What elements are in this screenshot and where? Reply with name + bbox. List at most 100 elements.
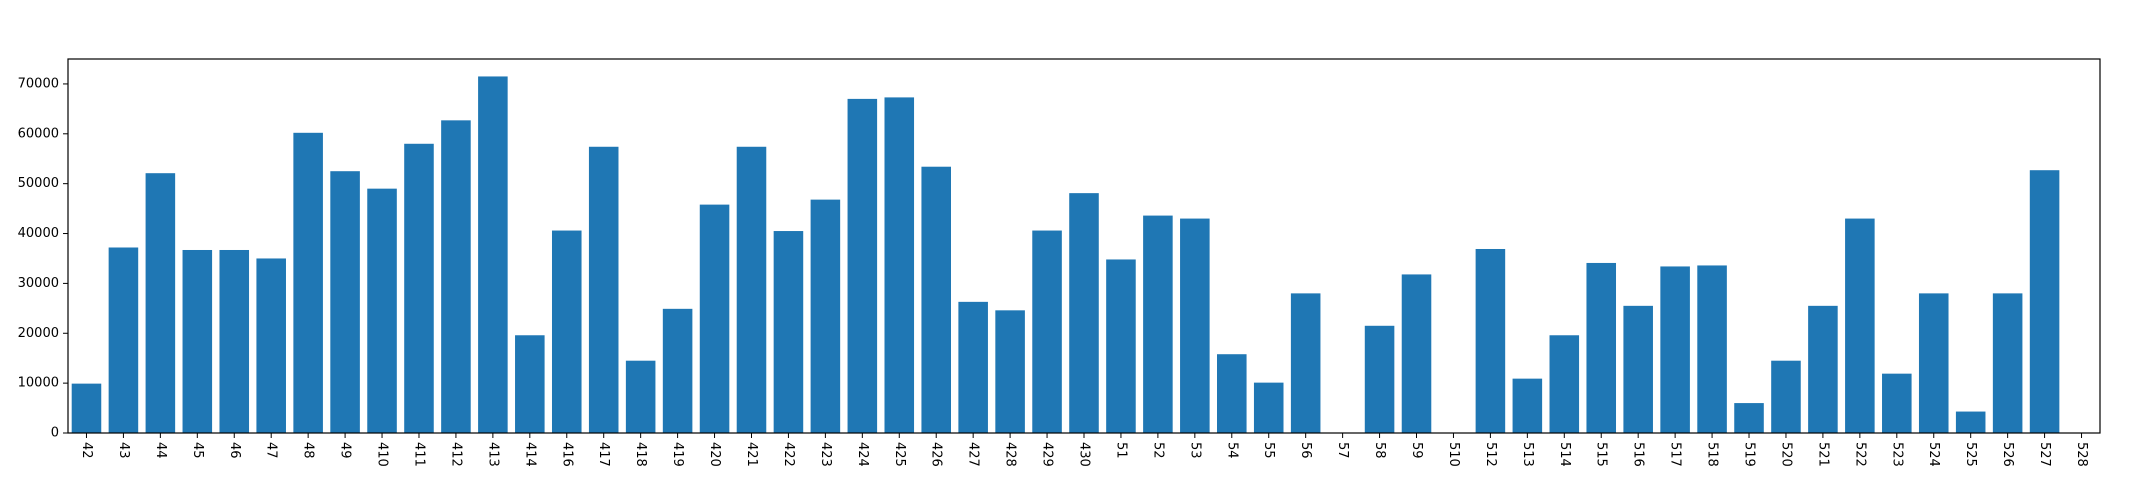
- x-tick-label: 48: [301, 442, 316, 459]
- x-tick-label: 412: [448, 442, 463, 467]
- bar-519: [1734, 403, 1764, 433]
- bar-59: [1401, 274, 1432, 433]
- bar-422: [773, 231, 804, 433]
- bar-58: [1364, 325, 1395, 433]
- bar-526: [1992, 293, 2023, 433]
- bar-429: [1032, 230, 1062, 433]
- y-tick-label: 50000: [18, 176, 59, 191]
- x-tick-label: 517: [1668, 442, 1683, 467]
- y-tick-label: 20000: [18, 326, 59, 341]
- x-tick-label: 428: [1003, 442, 1018, 467]
- x-tick-label: 425: [892, 442, 907, 467]
- y-tick-label: 30000: [18, 276, 59, 291]
- x-tick-label: 59: [1409, 442, 1424, 459]
- bar-419: [662, 308, 693, 433]
- bar-412: [441, 120, 471, 433]
- x-tick-label: 56: [1298, 442, 1313, 459]
- x-tick-label: 421: [744, 442, 759, 467]
- bar-425: [884, 97, 915, 433]
- bar-45: [182, 249, 213, 433]
- x-tick-label: 410: [375, 442, 390, 467]
- bar-423: [810, 199, 841, 433]
- bar-424: [847, 98, 878, 433]
- bar-55: [1253, 382, 1284, 433]
- x-tick-label: 528: [2074, 442, 2089, 467]
- x-tick-label: 57: [1335, 442, 1350, 459]
- y-tick-label: 40000: [18, 226, 59, 241]
- bar-410: [367, 188, 397, 433]
- x-tick-label: 47: [264, 442, 279, 459]
- y-tick-label: 0: [51, 426, 59, 441]
- y-tick-label: 10000: [18, 376, 59, 391]
- bar-42: [71, 383, 102, 433]
- bar-51: [1106, 259, 1136, 433]
- x-tick-label: 45: [190, 442, 205, 459]
- x-tick-label: 420: [707, 442, 722, 467]
- bar-416: [551, 230, 582, 433]
- bar-512: [1475, 248, 1506, 433]
- x-tick-label: 419: [670, 442, 685, 467]
- y-tick-label: 60000: [18, 126, 59, 141]
- bar-428: [995, 310, 1025, 433]
- x-tick-label: 518: [1705, 442, 1720, 467]
- x-tick-label: 411: [411, 442, 426, 467]
- bar-47: [256, 258, 286, 433]
- x-tick-label: 427: [966, 442, 981, 467]
- x-tick-label: 42: [79, 442, 94, 459]
- x-tick-label: 524: [1926, 442, 1941, 467]
- bar-525: [1955, 411, 1986, 433]
- bar-527: [2029, 170, 2060, 433]
- bar-43: [108, 247, 139, 433]
- bar-44: [145, 173, 176, 433]
- x-axis: 42 43 44 45 46 47 48 49 410 411 412 413 414 416 417 418…: [79, 433, 2089, 467]
- bar-414: [515, 335, 545, 433]
- bar-420: [699, 204, 730, 433]
- bar-427: [958, 301, 988, 433]
- x-tick-label: 520: [1778, 442, 1793, 467]
- y-tick-label: 70000: [18, 76, 59, 91]
- x-tick-label: 510: [1446, 442, 1461, 467]
- bar-49: [330, 171, 360, 433]
- x-tick-label: 423: [818, 442, 833, 467]
- bar-46: [219, 249, 250, 433]
- x-tick-label: 429: [1040, 442, 1055, 467]
- x-tick-label: 416: [559, 442, 574, 467]
- bar-522: [1845, 218, 1875, 433]
- bar-516: [1623, 305, 1653, 433]
- y-axis: 0 10000 20000 30000 40000 50000 60000 70000: [18, 76, 68, 441]
- x-tick-label: 525: [1963, 442, 1978, 467]
- bar-411: [404, 143, 434, 434]
- x-tick-label: 526: [2000, 442, 2015, 467]
- bar-521: [1808, 305, 1838, 433]
- x-tick-label: 417: [596, 442, 611, 467]
- bar-518: [1697, 265, 1727, 433]
- x-tick-label: 516: [1631, 442, 1646, 467]
- x-tick-label: 52: [1150, 442, 1165, 459]
- bar-426: [921, 166, 951, 433]
- x-tick-label: 426: [929, 442, 944, 467]
- x-tick-label: 53: [1187, 442, 1202, 459]
- x-tick-label: 43: [116, 442, 131, 459]
- bar-514: [1549, 335, 1580, 433]
- bar-53: [1180, 218, 1210, 433]
- bars-layer: [71, 76, 2060, 434]
- x-tick-label: 521: [1815, 442, 1830, 467]
- bar-48: [293, 132, 323, 433]
- x-tick-label: 413: [485, 442, 500, 467]
- x-tick-label: 418: [633, 442, 648, 467]
- x-tick-label: 54: [1224, 442, 1239, 459]
- x-tick-label: 519: [1742, 442, 1757, 467]
- x-tick-label: 513: [1520, 442, 1535, 467]
- x-tick-label: 522: [1852, 442, 1867, 467]
- x-tick-label: 512: [1483, 442, 1498, 467]
- bar-56: [1290, 293, 1321, 433]
- bar-413: [478, 76, 508, 433]
- bar-430: [1069, 193, 1099, 433]
- x-tick-label: 422: [781, 442, 796, 467]
- bar-523: [1882, 373, 1912, 433]
- bar-515: [1586, 262, 1617, 433]
- bar-524: [1918, 293, 1949, 433]
- bar-520: [1771, 360, 1801, 433]
- bar-517: [1660, 266, 1690, 433]
- x-tick-label: 523: [1889, 442, 1904, 467]
